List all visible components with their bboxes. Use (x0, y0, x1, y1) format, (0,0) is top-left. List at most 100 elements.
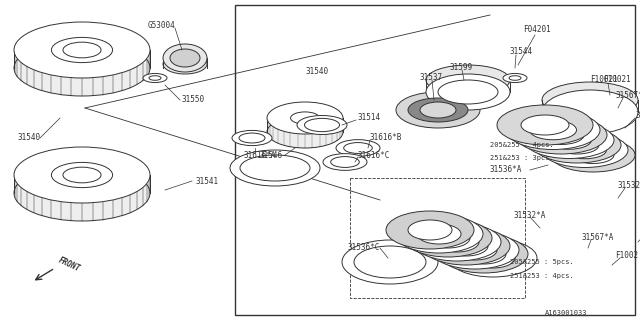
Ellipse shape (503, 73, 527, 83)
Ellipse shape (426, 228, 470, 248)
Ellipse shape (51, 163, 113, 188)
Ellipse shape (63, 167, 101, 183)
Ellipse shape (342, 240, 438, 284)
Ellipse shape (267, 102, 343, 134)
Text: F10021: F10021 (590, 76, 618, 84)
Ellipse shape (555, 136, 599, 154)
Text: 31616*B: 31616*B (370, 133, 403, 142)
Ellipse shape (395, 215, 483, 253)
Text: 31567*A: 31567*A (582, 234, 614, 243)
Text: FRONT: FRONT (57, 256, 82, 274)
Text: 251&253 : 3pcs.: 251&253 : 3pcs. (490, 155, 554, 161)
Text: 251&253 : 4pcs.: 251&253 : 4pcs. (510, 273, 573, 279)
Ellipse shape (431, 231, 519, 269)
Text: A163001033: A163001033 (545, 310, 588, 316)
Ellipse shape (305, 118, 339, 132)
Ellipse shape (149, 76, 161, 80)
Ellipse shape (506, 110, 600, 149)
Ellipse shape (563, 141, 607, 159)
Ellipse shape (240, 155, 310, 181)
Text: 31550: 31550 (182, 95, 205, 105)
Ellipse shape (408, 98, 468, 122)
Text: 31536*C: 31536*C (348, 244, 380, 252)
Text: 31532*A: 31532*A (513, 211, 545, 220)
Ellipse shape (386, 211, 474, 249)
Ellipse shape (422, 227, 510, 265)
Text: F10021: F10021 (603, 76, 631, 84)
Ellipse shape (515, 116, 607, 154)
Ellipse shape (533, 127, 621, 163)
Ellipse shape (426, 65, 510, 95)
Text: 31599: 31599 (450, 63, 473, 73)
Ellipse shape (449, 239, 537, 277)
Ellipse shape (542, 90, 638, 134)
Text: F04201: F04201 (523, 26, 551, 35)
Ellipse shape (331, 156, 359, 167)
Ellipse shape (547, 131, 591, 149)
Text: 205&255 : 4pcs.: 205&255 : 4pcs. (490, 142, 554, 148)
Text: 31544: 31544 (510, 47, 533, 57)
Text: G53004: G53004 (148, 20, 176, 29)
Text: 31567*B: 31567*B (615, 91, 640, 100)
Ellipse shape (438, 80, 498, 104)
Ellipse shape (462, 244, 506, 264)
Ellipse shape (14, 22, 150, 78)
Text: 31546: 31546 (260, 150, 283, 159)
Ellipse shape (297, 116, 347, 134)
Ellipse shape (267, 116, 343, 148)
Ellipse shape (572, 147, 614, 164)
Bar (350, 178, 525, 298)
Ellipse shape (453, 240, 497, 260)
Text: 31514: 31514 (358, 114, 381, 123)
Ellipse shape (426, 74, 510, 110)
Bar (235, 5, 635, 315)
Ellipse shape (542, 82, 638, 118)
Ellipse shape (163, 44, 207, 72)
Text: 31616*C: 31616*C (358, 150, 390, 159)
Ellipse shape (420, 102, 456, 118)
Text: 31540: 31540 (305, 68, 328, 76)
Text: 205&255 : 5pcs.: 205&255 : 5pcs. (510, 259, 573, 265)
Text: 31541: 31541 (195, 178, 218, 187)
Ellipse shape (529, 120, 577, 140)
Ellipse shape (440, 235, 528, 273)
Ellipse shape (542, 132, 628, 167)
Ellipse shape (323, 154, 367, 170)
Ellipse shape (497, 105, 593, 145)
Ellipse shape (14, 147, 150, 203)
Ellipse shape (230, 150, 320, 186)
Ellipse shape (413, 223, 501, 261)
Ellipse shape (538, 125, 584, 145)
Ellipse shape (404, 219, 492, 257)
Ellipse shape (417, 224, 461, 244)
Ellipse shape (336, 140, 380, 156)
Text: 31536*A: 31536*A (490, 165, 522, 174)
Ellipse shape (143, 73, 167, 83)
Ellipse shape (408, 220, 452, 240)
Ellipse shape (170, 49, 200, 67)
Ellipse shape (291, 112, 319, 124)
Text: 31540: 31540 (18, 133, 41, 142)
Text: F1002: F1002 (615, 251, 638, 260)
Ellipse shape (509, 76, 521, 80)
Ellipse shape (435, 232, 479, 252)
Text: 31537: 31537 (420, 74, 443, 83)
Ellipse shape (471, 248, 515, 268)
Ellipse shape (14, 165, 150, 221)
Ellipse shape (396, 92, 480, 128)
Text: 31532*B: 31532*B (618, 180, 640, 189)
Ellipse shape (232, 131, 272, 146)
Ellipse shape (14, 40, 150, 96)
Text: 31536*B: 31536*B (635, 110, 640, 119)
Ellipse shape (163, 54, 207, 74)
Ellipse shape (239, 133, 265, 143)
Ellipse shape (344, 143, 372, 153)
Ellipse shape (444, 236, 488, 256)
Ellipse shape (524, 122, 614, 158)
Ellipse shape (551, 138, 635, 172)
Ellipse shape (354, 246, 426, 278)
Ellipse shape (63, 42, 101, 58)
Text: 31616*A: 31616*A (244, 150, 276, 159)
Ellipse shape (51, 37, 113, 63)
Ellipse shape (521, 115, 569, 135)
